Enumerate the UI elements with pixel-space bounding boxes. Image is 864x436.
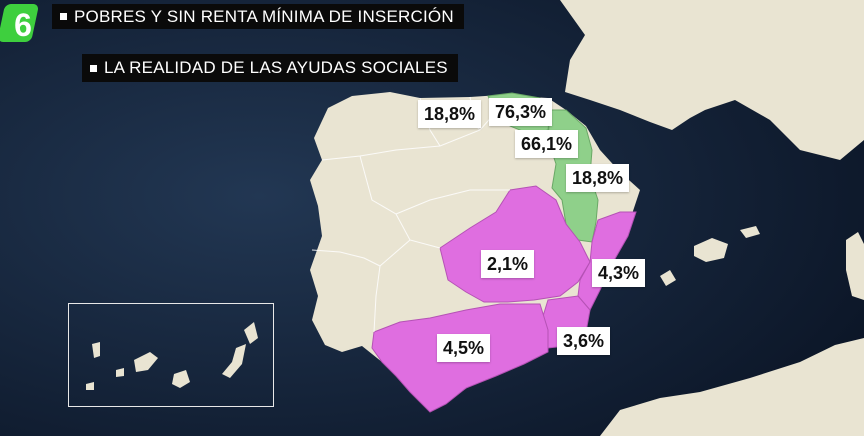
bullet-square-icon [60, 13, 67, 20]
island-lanzarote [244, 322, 258, 344]
canary-inset-frame [68, 303, 274, 407]
headline-banner: POBRES Y SIN RENTA MÍNIMA DE INSERCIÓN [52, 4, 464, 29]
north-africa-landmass [600, 338, 864, 436]
island-fuerteventura [222, 344, 246, 378]
subheadline-text: LA REALIDAD DE LAS AYUDAS SOCIALES [104, 58, 448, 77]
island-el-hierro [86, 382, 94, 390]
island-mallorca [694, 238, 728, 262]
island-tenerife [134, 352, 158, 372]
svg-text:6: 6 [14, 7, 32, 43]
island-la-palma [92, 342, 100, 358]
label-navarra: 76,3% [489, 98, 553, 126]
headline-text: POBRES Y SIN RENTA MÍNIMA DE INSERCIÓN [74, 6, 454, 26]
island-sardinia [846, 232, 864, 300]
island-gran-canaria [172, 370, 190, 388]
label-valencia: 4,3% [592, 259, 646, 287]
label-basque-country: 18,8% [418, 100, 482, 128]
label-castilla-la-mancha: 2,1% [481, 250, 535, 278]
label-aragon-south: 18,8% [566, 164, 630, 192]
island-ibiza [660, 270, 676, 286]
subheadline-banner: LA REALIDAD DE LAS AYUDAS SOCIALES [82, 54, 458, 82]
label-murcia: 3,6% [557, 327, 611, 355]
label-aragon-north: 66,1% [515, 130, 579, 158]
bullet-square-icon [90, 64, 97, 72]
label-andalucia: 4,5% [437, 334, 491, 362]
island-la-gomera [116, 368, 124, 377]
region-borders [311, 96, 510, 333]
island-menorca [740, 226, 760, 238]
france-landmass [560, 0, 864, 160]
channel-logo-icon: 6 [0, 4, 39, 43]
canary-islands [86, 322, 258, 390]
